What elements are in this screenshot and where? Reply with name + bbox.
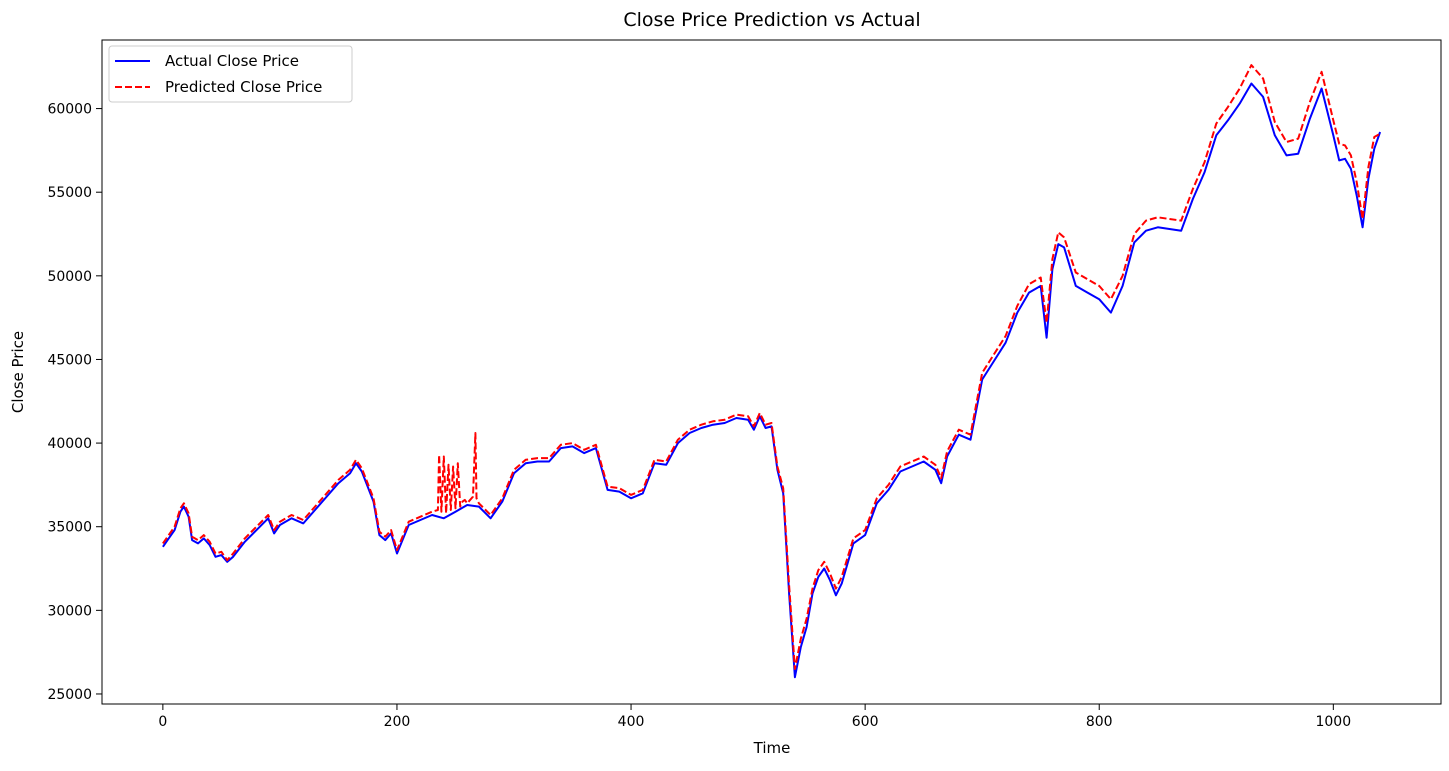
plot-lines	[162, 64, 1382, 679]
x-axis-ticks: 0 200 400 600 800 1000	[158, 704, 1351, 730]
y-tick-label: 50000	[47, 269, 92, 285]
series-line-actual	[162, 82, 1382, 679]
x-tick-label: 600	[852, 714, 879, 730]
y-tick-label: 60000	[47, 102, 92, 118]
legend-box	[108, 45, 353, 103]
y-tick-label: 45000	[47, 352, 92, 368]
y-tick-label: 40000	[47, 436, 92, 452]
x-tick-label: 400	[618, 714, 645, 730]
x-tick-label: 1000	[1315, 714, 1351, 730]
x-tick-label: 200	[384, 714, 411, 730]
series-line-predicted	[162, 64, 1381, 670]
legend: Actual Close Price Predicted Close Price	[108, 45, 353, 103]
legend-predicted-label: Predicted Close Price	[165, 78, 322, 96]
x-tick-label: 0	[158, 714, 167, 730]
axes-frame	[101, 39, 1442, 705]
x-axis-label: Time	[753, 739, 791, 757]
y-tick-label: 30000	[47, 603, 92, 619]
y-tick-label: 35000	[47, 520, 92, 536]
x-tick-label: 800	[1086, 714, 1113, 730]
legend-actual-label: Actual Close Price	[165, 52, 299, 70]
y-tick-label: 55000	[47, 185, 92, 201]
chart-title: Close Price Prediction vs Actual	[623, 9, 920, 31]
y-axis-label: Close Price	[9, 331, 27, 413]
y-tick-label: 25000	[47, 687, 92, 703]
y-axis-ticks: 25000 30000 35000 40000 45000 50000 55000 60000	[47, 102, 102, 703]
